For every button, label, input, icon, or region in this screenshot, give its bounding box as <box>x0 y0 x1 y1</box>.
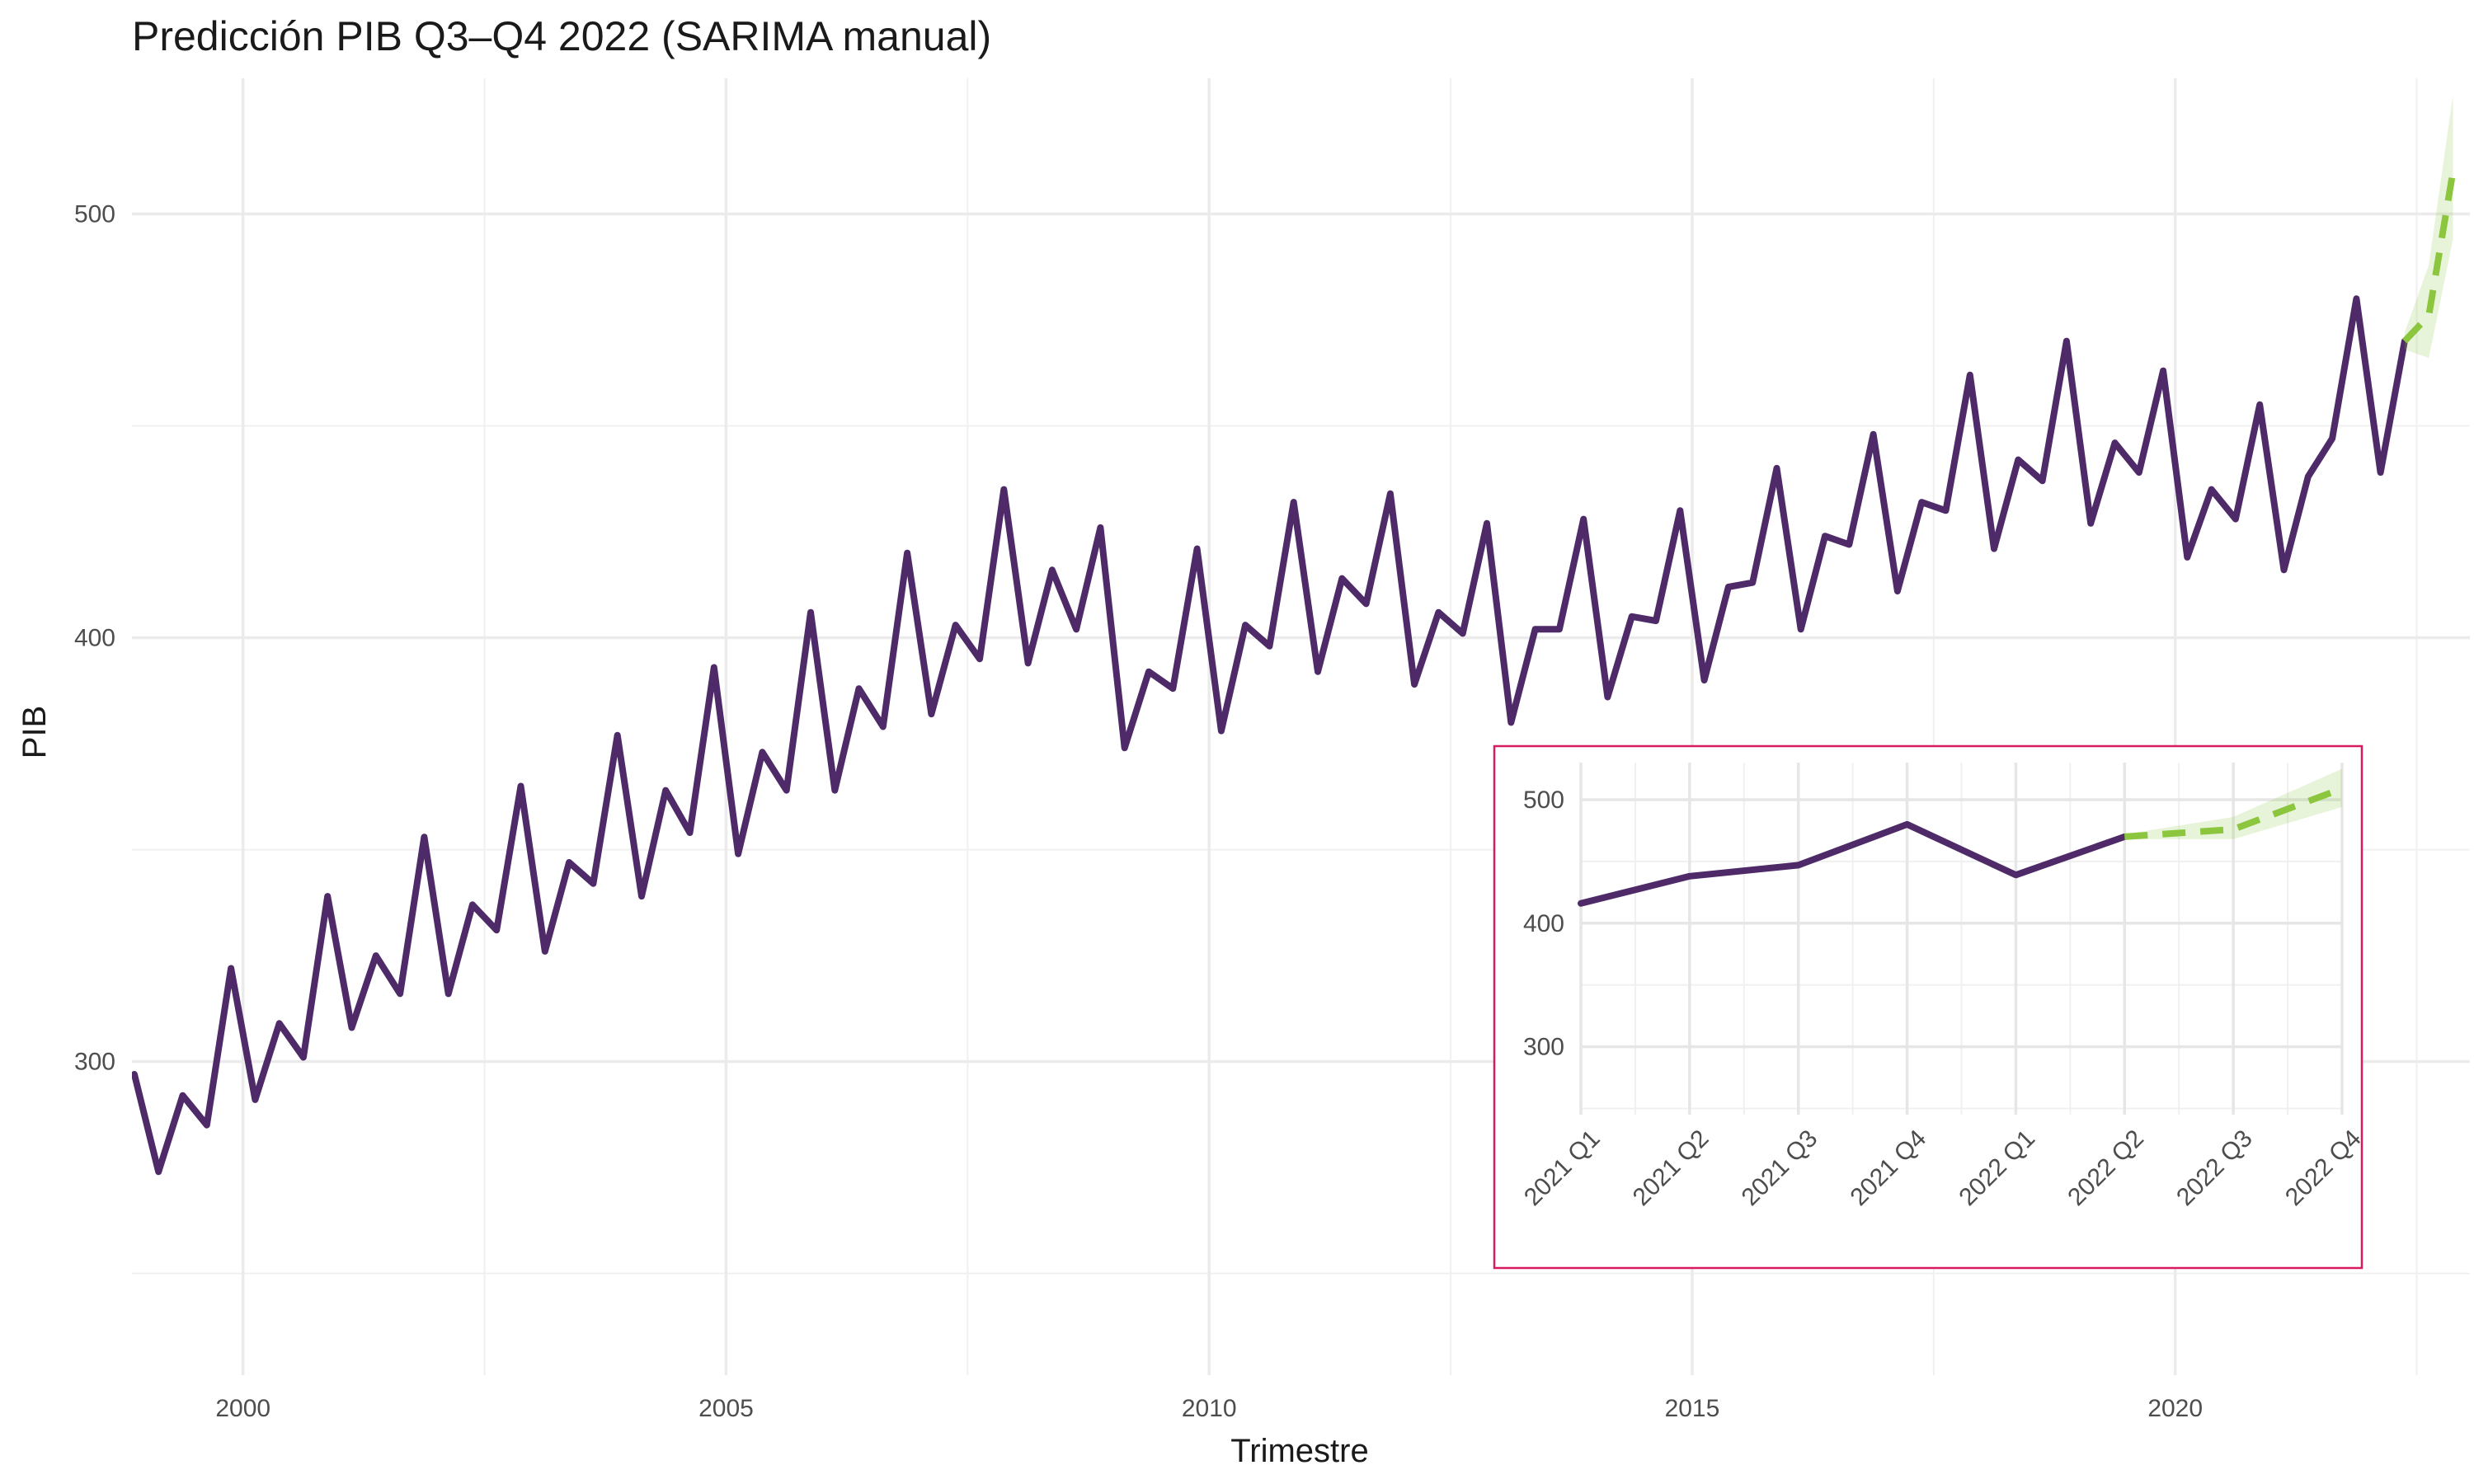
y-axis-title: PIB <box>16 706 53 758</box>
series-line-forecast <box>2402 171 2457 344</box>
x-tick-label: 2015 <box>1665 1395 1720 1422</box>
x-tick-label: 2005 <box>698 1395 754 1422</box>
y-tick-label: 300 <box>74 1049 115 1076</box>
x-tick-label: 2010 <box>1182 1395 1237 1422</box>
main-plot-marks <box>132 95 2457 1176</box>
inset-y-tick-label: 500 <box>1523 787 1564 814</box>
x-tick-label: 2020 <box>2147 1395 2203 1422</box>
x-tick-label: 2000 <box>215 1395 270 1422</box>
series-line-historical <box>132 295 2408 1176</box>
y-tick-label: 500 <box>74 200 115 228</box>
inset-y-tick-label: 400 <box>1523 910 1564 937</box>
inset-gridlines <box>1579 763 2344 1115</box>
chart-title: Predicción PIB Q3–Q4 2022 (SARIMA manual… <box>132 13 991 59</box>
main-tick-labels: 2000 2005 2010 2015 2020 300 400 500 <box>74 200 2203 1422</box>
y-tick-label: 400 <box>74 625 115 652</box>
forecast-confidence-band <box>2404 95 2453 359</box>
inset-forecast-confidence-band <box>2124 768 2342 839</box>
inset-chart: 2021 Q1 2021 Q2 2021 Q3 2021 Q4 2022 Q1 2022 … <box>1493 744 2367 1270</box>
inset-y-tick-label: 300 <box>1523 1034 1564 1061</box>
x-axis-title: Trimestre <box>1230 1433 1368 1469</box>
inset-series-line-historical <box>1578 820 2128 907</box>
